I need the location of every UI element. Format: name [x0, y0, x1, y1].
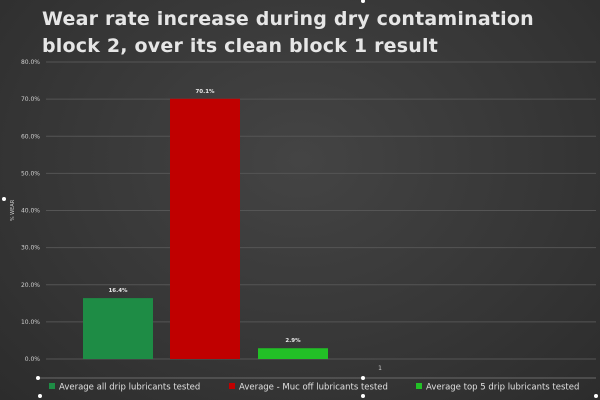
y-tick-label: 0.0% [25, 356, 41, 363]
legend-label: Average all drip lubricants tested [59, 383, 200, 393]
y-tick-label: 60.0% [21, 133, 40, 140]
y-tick-label: 70.0% [21, 96, 40, 103]
legend-swatch [49, 383, 55, 389]
selection-handle [361, 376, 365, 380]
y-tick-label: 40.0% [21, 208, 40, 215]
legend-swatch [416, 383, 422, 389]
legend-swatch [229, 383, 235, 389]
selection-handle [36, 376, 40, 380]
data-label: 2.9% [285, 338, 301, 344]
x-tick-label: 1 [378, 365, 382, 372]
data-label: 16.4% [108, 288, 128, 294]
y-tick-label: 80.0% [21, 59, 40, 66]
bar [170, 98, 240, 359]
selection-handle [361, 0, 365, 3]
chart-title: Wear rate increase during dry contaminat… [42, 8, 534, 57]
selection-handle [361, 394, 365, 398]
y-tick-label: 10.0% [21, 319, 40, 326]
y-tick-label: 20.0% [21, 282, 40, 289]
legend-label: Average - Muc off lubricants tested [239, 383, 388, 393]
bar [258, 348, 328, 359]
bar [83, 298, 153, 359]
y-axis-title: % WEAR [10, 199, 16, 221]
selection-handle [2, 197, 6, 201]
selection-handle [594, 394, 598, 398]
y-tick-label: 30.0% [21, 245, 40, 252]
selection-handle [38, 394, 42, 398]
y-tick-label: 50.0% [21, 170, 40, 177]
legend-label: Average top 5 drip lubricants tested [426, 383, 579, 393]
data-label: 70.1% [195, 89, 215, 95]
